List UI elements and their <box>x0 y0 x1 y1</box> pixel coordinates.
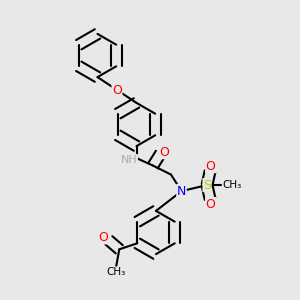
Text: O: O <box>112 83 122 97</box>
Text: N: N <box>177 184 186 198</box>
Text: O: O <box>206 197 215 211</box>
Text: O: O <box>206 160 215 173</box>
Text: NH: NH <box>121 154 137 165</box>
Text: S: S <box>203 178 211 192</box>
Text: CH₃: CH₃ <box>222 180 242 190</box>
Text: O: O <box>98 231 108 244</box>
Text: O: O <box>159 146 169 159</box>
Text: CH₃: CH₃ <box>107 267 126 278</box>
